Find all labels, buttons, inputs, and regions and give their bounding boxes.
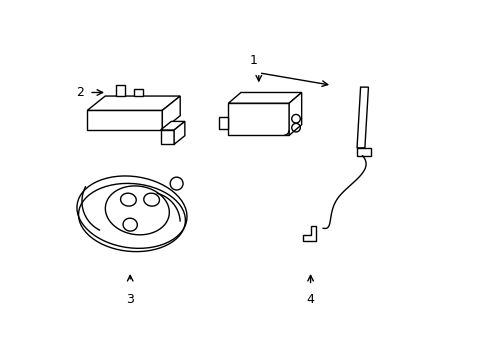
Polygon shape: [160, 121, 184, 130]
Polygon shape: [143, 193, 159, 206]
Polygon shape: [228, 93, 301, 103]
Polygon shape: [356, 148, 370, 156]
Polygon shape: [87, 96, 180, 111]
Polygon shape: [174, 121, 184, 144]
Polygon shape: [160, 130, 174, 144]
Text: 4: 4: [306, 293, 314, 306]
Polygon shape: [356, 87, 367, 148]
Polygon shape: [121, 193, 136, 206]
Polygon shape: [288, 93, 301, 135]
Text: 1: 1: [249, 54, 257, 67]
Text: 2: 2: [76, 86, 84, 99]
Polygon shape: [303, 226, 315, 241]
Polygon shape: [162, 96, 180, 130]
Polygon shape: [134, 89, 142, 96]
Polygon shape: [123, 218, 137, 231]
Polygon shape: [228, 103, 288, 135]
Polygon shape: [219, 117, 228, 129]
Polygon shape: [87, 111, 162, 130]
Text: 3: 3: [126, 293, 134, 306]
Polygon shape: [77, 176, 186, 248]
Polygon shape: [105, 186, 169, 235]
Polygon shape: [116, 85, 124, 96]
